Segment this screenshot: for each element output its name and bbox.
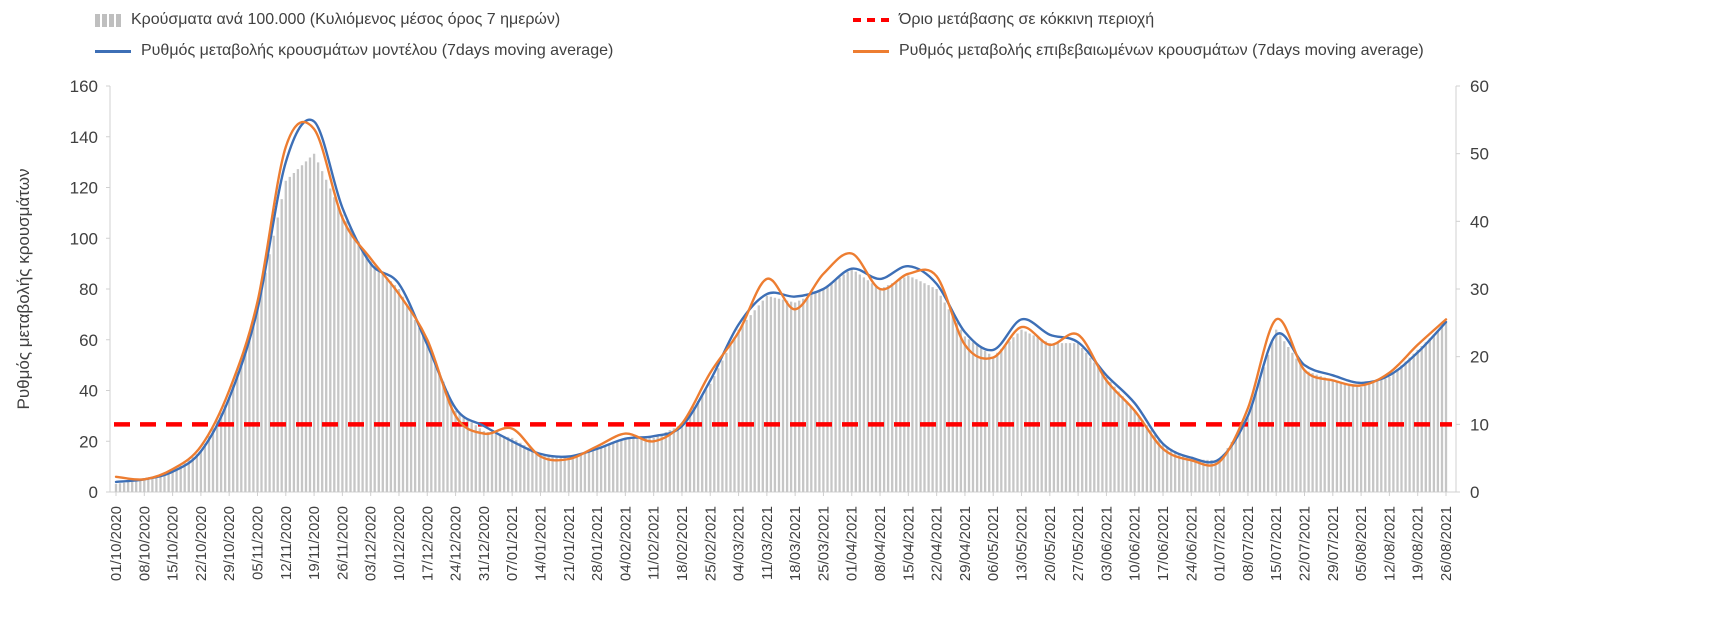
legend-item-model-rate: Ρυθμός μεταβολής κρουσμάτων μοντέλου (7d…	[95, 39, 613, 63]
svg-text:04/02/2021: 04/02/2021	[617, 506, 634, 581]
legend-label-threshold: Όριο μετάβασης σε κόκκινη περιοχή	[899, 11, 1155, 28]
bars-legend-icon	[95, 13, 121, 27]
svg-text:05/08/2021: 05/08/2021	[1353, 506, 1370, 581]
legend-label-model-rate: Ρυθμός μεταβολής κρουσμάτων μοντέλου (7d…	[141, 42, 614, 59]
svg-text:05/11/2020: 05/11/2020	[249, 506, 266, 580]
legend-item-confirmed-rate: Ρυθμός μεταβολής επιβεβαιωμένων κρουσμάτ…	[853, 39, 1424, 63]
legend-label-confirmed-rate: Ρυθμός μεταβολής επιβεβαιωμένων κρουσμάτ…	[899, 42, 1424, 59]
svg-text:15/10/2020: 15/10/2020	[165, 506, 182, 581]
svg-text:01/10/2020: 01/10/2020	[108, 506, 125, 581]
svg-text:60: 60	[79, 331, 98, 350]
svg-text:10/06/2021: 10/06/2021	[1127, 506, 1144, 581]
svg-text:04/03/2021: 04/03/2021	[731, 506, 748, 581]
svg-text:0: 0	[1470, 483, 1479, 502]
svg-text:14/01/2021: 14/01/2021	[532, 506, 549, 581]
svg-text:01/07/2021: 01/07/2021	[1212, 506, 1229, 581]
svg-text:28/01/2021: 28/01/2021	[589, 506, 606, 581]
svg-text:10/12/2020: 10/12/2020	[391, 506, 408, 581]
svg-text:06/05/2021: 06/05/2021	[985, 506, 1002, 581]
svg-text:20: 20	[1470, 348, 1489, 367]
svg-text:29/04/2021: 29/04/2021	[957, 506, 974, 581]
svg-text:11/03/2021: 11/03/2021	[759, 506, 776, 580]
red-dashed-legend-icon	[853, 18, 889, 22]
svg-text:19/08/2021: 19/08/2021	[1410, 506, 1427, 581]
svg-text:21/01/2021: 21/01/2021	[561, 506, 578, 581]
orange-line-legend-icon	[853, 49, 889, 53]
legend-item-cases-bars: Κρούσματα ανά 100.000 (Κυλιόμενος μέσος …	[95, 8, 613, 32]
svg-text:22/07/2021: 22/07/2021	[1297, 506, 1314, 581]
svg-text:27/05/2021: 27/05/2021	[1070, 506, 1087, 581]
svg-text:11/02/2021: 11/02/2021	[646, 506, 663, 580]
svg-text:12/08/2021: 12/08/2021	[1381, 506, 1398, 581]
svg-text:40: 40	[79, 382, 98, 401]
svg-text:15/07/2021: 15/07/2021	[1268, 506, 1285, 581]
legend-label-cases-bars: Κρούσματα ανά 100.000 (Κυλιόμενος μέσος …	[131, 11, 561, 28]
svg-text:10: 10	[1470, 415, 1489, 434]
svg-text:29/07/2021: 29/07/2021	[1325, 506, 1342, 581]
svg-text:18/03/2021: 18/03/2021	[787, 506, 804, 581]
svg-text:20: 20	[79, 432, 98, 451]
svg-text:140: 140	[70, 128, 98, 147]
blue-line-legend-icon	[95, 49, 131, 53]
legend-column-right: Όριο μετάβασης σε κόκκινη περιοχή Ρυθμός…	[853, 8, 1424, 70]
svg-text:03/12/2020: 03/12/2020	[363, 506, 380, 581]
svg-text:25/03/2021: 25/03/2021	[815, 506, 832, 581]
svg-text:08/10/2020: 08/10/2020	[136, 506, 153, 581]
svg-text:08/04/2021: 08/04/2021	[872, 506, 889, 581]
svg-text:07/01/2021: 07/01/2021	[504, 506, 521, 581]
svg-text:24/12/2020: 24/12/2020	[448, 506, 465, 581]
svg-text:25/02/2021: 25/02/2021	[702, 506, 719, 581]
svg-text:12/11/2020: 12/11/2020	[278, 506, 295, 580]
legend-item-threshold: Όριο μετάβασης σε κόκκινη περιοχή	[853, 8, 1424, 32]
svg-text:26/11/2020: 26/11/2020	[334, 506, 351, 580]
svg-text:80: 80	[79, 280, 98, 299]
svg-text:15/04/2021: 15/04/2021	[900, 506, 917, 581]
left-axis-title: Ρυθμός μεταβολής κρουσμάτων	[14, 168, 33, 410]
svg-text:22/04/2021: 22/04/2021	[929, 506, 946, 581]
svg-text:29/10/2020: 29/10/2020	[221, 506, 238, 581]
svg-text:22/10/2020: 22/10/2020	[193, 506, 210, 581]
svg-text:19/11/2020: 19/11/2020	[306, 506, 323, 580]
svg-text:60: 60	[1470, 77, 1489, 96]
svg-text:0: 0	[89, 483, 98, 502]
svg-text:01/04/2021: 01/04/2021	[844, 506, 861, 581]
svg-text:18/02/2021: 18/02/2021	[674, 506, 691, 581]
svg-text:03/06/2021: 03/06/2021	[1098, 506, 1115, 581]
svg-text:17/12/2020: 17/12/2020	[419, 506, 436, 581]
svg-text:50: 50	[1470, 145, 1489, 164]
svg-text:120: 120	[70, 179, 98, 198]
svg-text:26/08/2021: 26/08/2021	[1438, 506, 1455, 581]
legend-column-left: Κρούσματα ανά 100.000 (Κυλιόμενος μέσος …	[95, 8, 613, 70]
svg-text:30: 30	[1470, 280, 1489, 299]
svg-text:160: 160	[70, 77, 98, 96]
svg-text:17/06/2021: 17/06/2021	[1155, 506, 1172, 581]
svg-text:31/12/2020: 31/12/2020	[476, 506, 493, 581]
svg-text:100: 100	[70, 229, 98, 248]
svg-text:13/05/2021: 13/05/2021	[1014, 506, 1031, 581]
svg-text:24/06/2021: 24/06/2021	[1183, 506, 1200, 581]
svg-text:08/07/2021: 08/07/2021	[1240, 506, 1257, 581]
svg-text:20/05/2021: 20/05/2021	[1042, 506, 1059, 581]
svg-text:40: 40	[1470, 212, 1489, 231]
